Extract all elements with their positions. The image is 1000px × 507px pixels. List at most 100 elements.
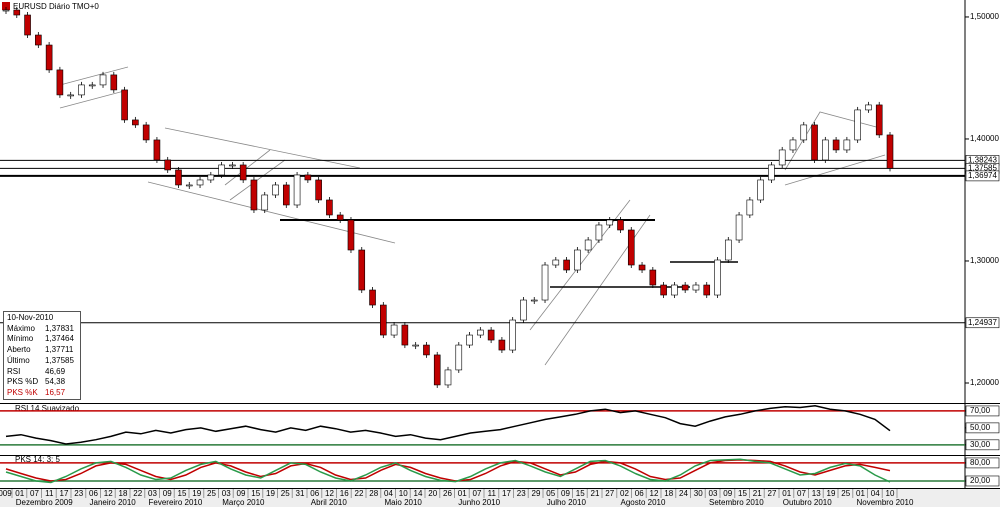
- candle: [153, 139, 161, 161]
- candle: [811, 124, 818, 161]
- candle: [239, 164, 247, 181]
- candle: [584, 239, 592, 251]
- x-day-label: 02: [620, 489, 629, 498]
- x-day-label: 07: [30, 489, 39, 498]
- info-row: Aberto 1,37711: [7, 345, 77, 356]
- candle: [142, 124, 150, 141]
- x-day-label: 26: [443, 489, 452, 498]
- info-value: 16,57: [45, 387, 66, 397]
- candle: [423, 344, 430, 356]
- info-value: 1,37464: [45, 334, 74, 344]
- candle: [822, 139, 829, 161]
- y-tick-label: 1,30000: [970, 256, 999, 265]
- level-label: 1,24937: [968, 318, 997, 327]
- candle: [692, 284, 700, 291]
- x-day-label: 15: [251, 489, 260, 498]
- candle: [67, 94, 74, 97]
- x-month-label: Dezembro 2009: [16, 498, 73, 507]
- x-day-label: 15: [178, 489, 187, 498]
- candle: [477, 329, 484, 336]
- candle: [800, 124, 808, 141]
- info-row: Máximo 1,37831: [7, 324, 77, 335]
- x-day-label: 09: [561, 489, 570, 498]
- candle: [380, 304, 387, 336]
- level-box: [965, 317, 1000, 329]
- level-label: 1,36974: [968, 171, 997, 180]
- y-tick-label: 30,00: [970, 440, 991, 449]
- x-day-label: 27: [768, 489, 777, 498]
- candle: [218, 164, 225, 176]
- candle: [671, 284, 678, 296]
- candle: [606, 219, 614, 226]
- level-label: 1,38243: [968, 156, 997, 165]
- info-value: 54,38: [45, 377, 66, 387]
- candle: [627, 229, 635, 266]
- x-day-label: 16: [340, 489, 349, 498]
- candle: [724, 239, 732, 261]
- candle: [99, 74, 107, 86]
- trend-line: [164, 127, 361, 169]
- x-day-label: 07: [473, 489, 482, 498]
- x-day-label: 18: [664, 489, 673, 498]
- tick-box: [965, 475, 1000, 487]
- x-day-label: 009: [0, 489, 12, 498]
- candle: [282, 184, 290, 206]
- tick-box: [965, 457, 1000, 469]
- x-day-label: 18: [119, 489, 128, 498]
- x-day-label: 22: [355, 489, 364, 498]
- info-row: Mínimo 1,37464: [7, 334, 77, 345]
- info-value: 1,37831: [45, 323, 74, 333]
- candle: [315, 179, 322, 201]
- candle: [649, 269, 657, 286]
- info-label: Último: [7, 355, 30, 365]
- x-month-label: Outubro 2010: [783, 498, 832, 507]
- candle: [552, 259, 560, 266]
- x-day-label: 01: [15, 489, 24, 498]
- x-day-label: 03: [709, 489, 718, 498]
- candle: [660, 284, 667, 296]
- x-day-label: 25: [841, 489, 850, 498]
- candle: [498, 339, 506, 351]
- candle: [229, 164, 236, 167]
- x-day-label: 19: [827, 489, 836, 498]
- candle: [865, 104, 872, 111]
- x-month-label: Junho 2010: [458, 498, 500, 507]
- y-tick-label: 80,00: [970, 458, 991, 467]
- candle: [369, 289, 376, 306]
- x-day-label: 11: [488, 489, 497, 498]
- candle: [433, 354, 441, 386]
- x-day-label: 12: [104, 489, 113, 498]
- x-day-label: 15: [738, 489, 747, 498]
- x-day-label: 19: [266, 489, 275, 498]
- candle: [261, 194, 269, 211]
- candle: [768, 164, 775, 181]
- candle: [455, 344, 463, 371]
- candle: [13, 9, 21, 16]
- candle: [681, 284, 689, 291]
- tick-box: [965, 439, 1000, 451]
- x-day-label: 15: [576, 489, 585, 498]
- x-day-label: 21: [753, 489, 762, 498]
- y-tick-label: 1,20000: [970, 378, 999, 387]
- panel-title: RSI 14 Suavizado: [15, 404, 80, 413]
- x-day-label: 03: [148, 489, 157, 498]
- y-tick-label: 1,50000: [970, 12, 999, 21]
- candle: [746, 199, 754, 216]
- x-day-label: 06: [89, 489, 98, 498]
- candle: [563, 259, 570, 271]
- candle: [714, 259, 721, 296]
- x-month-label: Março 2010: [222, 498, 265, 507]
- x-day-label: 19: [192, 489, 201, 498]
- candle: [854, 109, 861, 141]
- x-day-label: 01: [856, 489, 865, 498]
- info-value: 1,37585: [45, 355, 74, 365]
- x-day-label: 21: [591, 489, 600, 498]
- x-day-label: 25: [281, 489, 290, 498]
- tick-box: [965, 405, 1000, 417]
- symbol-icon[interactable]: [2, 2, 10, 10]
- candle: [466, 334, 473, 346]
- x-day-label: 04: [384, 489, 393, 498]
